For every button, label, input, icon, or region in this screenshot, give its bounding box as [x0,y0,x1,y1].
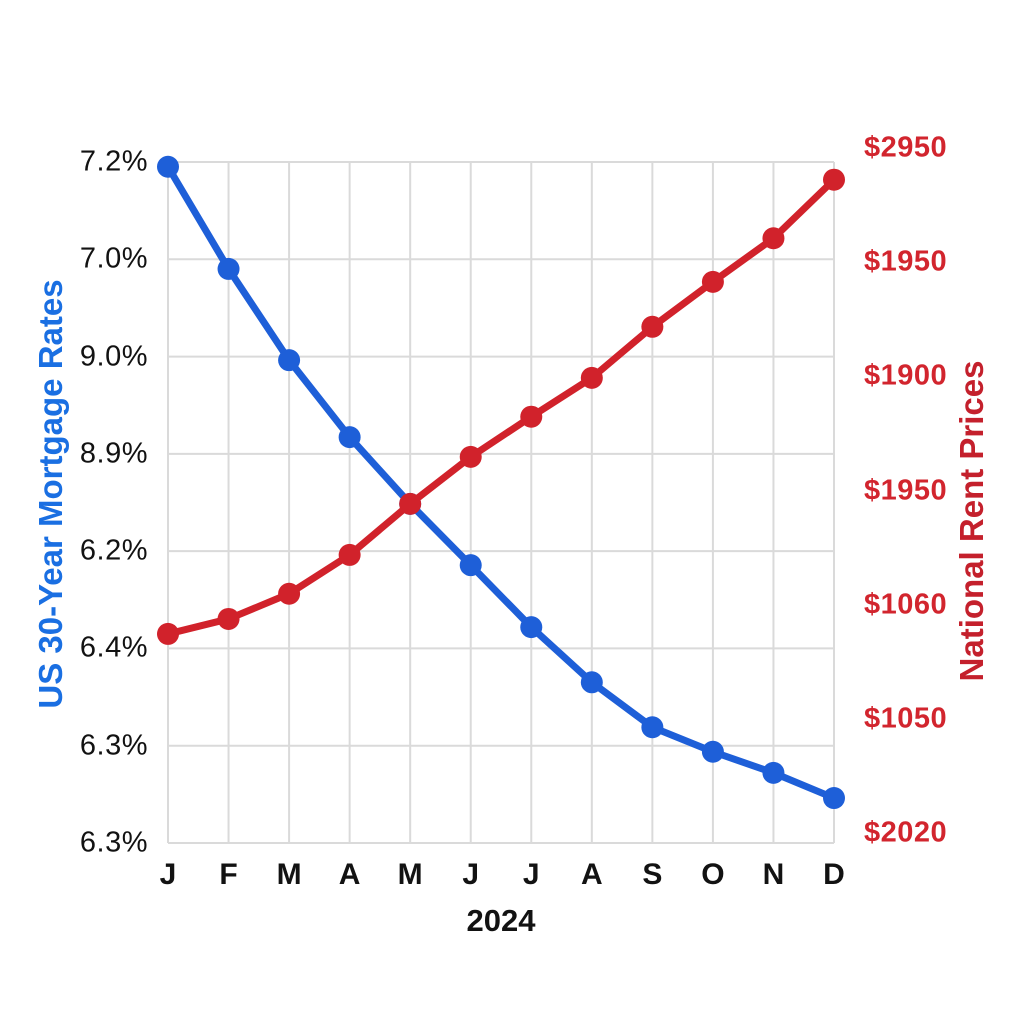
left-axis-tick-label: 9.0% [79,340,148,373]
right-axis-tick-label: $1060 [864,588,948,621]
left-axis-tick-label: 7.2% [79,145,148,178]
data-point-marker [278,582,301,605]
x-axis-tick-label: A [580,858,603,891]
left-axis-tick-label: 6.4% [79,631,148,664]
data-point-marker [157,622,179,645]
x-axis-tick-label: A [338,858,361,891]
x-axis-tick-label: M [276,858,302,891]
right-axis-tick-label: $1050 [864,702,948,735]
series-left [157,155,845,810]
data-point-marker [520,616,543,639]
left-axis-tick-label: 6.3% [79,826,148,859]
x-axis-tick-label: M [397,858,423,891]
x-axis-tick-label: N [762,858,785,891]
right-axis-tick-label: $1900 [864,359,948,392]
data-point-marker [157,155,179,178]
right-axis-title: National Rent Prices [953,360,990,682]
left-axis-tick-label: 6.3% [79,729,148,762]
data-point-marker [823,787,845,810]
right-axis-tick-label: $2950 [864,131,948,164]
data-point-marker [520,405,543,428]
data-point-marker [217,257,240,280]
left-axis-title: US 30-Year Mortgage Rates [32,279,69,709]
left-axis-tick-label: 8.9% [79,437,148,470]
series-right [157,168,845,645]
x-axis-tick-label: J [462,858,480,891]
series-line [164,176,838,638]
data-point-marker [641,716,664,739]
right-axis-tick-label: $2020 [864,816,948,849]
data-point-marker [701,270,724,293]
x-axis-tick-label: F [219,858,238,891]
data-point-marker [459,445,482,468]
data-point-marker [580,671,603,694]
data-point-marker [762,227,785,250]
data-point-marker [701,740,724,763]
data-point-marker [338,426,361,449]
right-axis-tick-label: $1950 [864,245,948,278]
x-axis-tick-label: D [823,858,845,891]
left-axis-tick-label: 7.0% [79,242,148,275]
x-axis-year-label: 2024 [466,903,536,938]
x-axis-tick-label: O [701,858,725,891]
x-axis-tick-label: S [642,858,663,891]
data-point-marker [459,554,482,577]
data-point-marker [580,366,603,389]
data-point-marker [217,607,240,630]
data-point-marker [338,543,361,566]
x-axis-tick-label: J [159,858,177,891]
x-axis-tick-label: J [522,858,540,891]
left-axis-tick-label: 6.2% [79,534,148,567]
series-line [164,163,838,802]
data-point-marker [399,492,422,515]
right-axis-tick-label: $1950 [864,474,948,506]
data-point-marker [278,349,301,372]
data-point-marker [641,315,664,338]
data-point-marker [823,168,845,191]
data-point-marker [762,761,785,784]
